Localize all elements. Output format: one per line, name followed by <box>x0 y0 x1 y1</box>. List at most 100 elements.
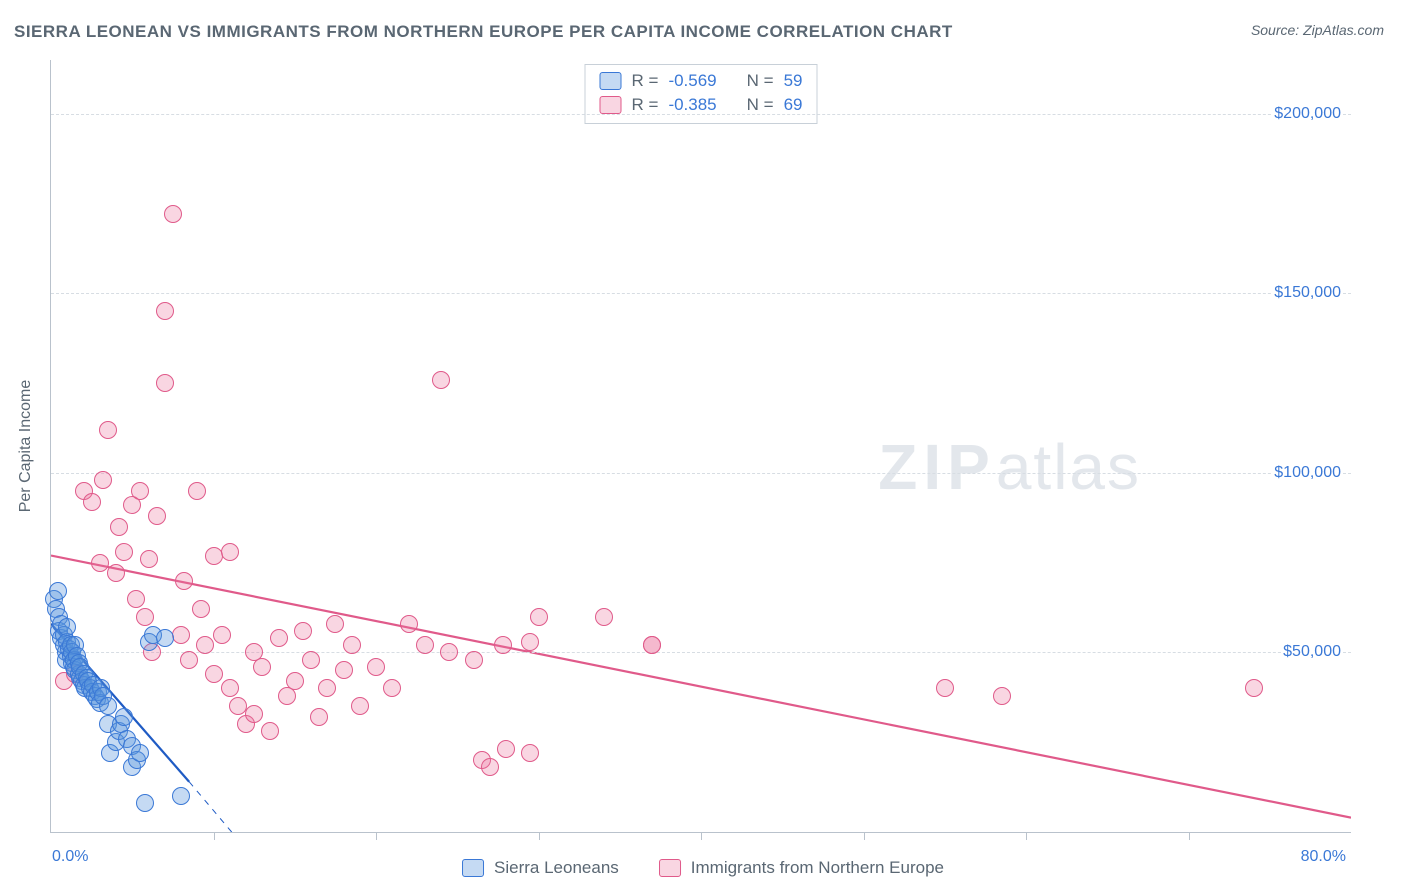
gridline-horizontal <box>51 114 1351 115</box>
x-tick <box>1026 832 1027 840</box>
legend-label: Sierra Leoneans <box>494 858 619 878</box>
scatter-point-pink <box>205 547 223 565</box>
scatter-point-pink <box>172 626 190 644</box>
scatter-point-pink <box>521 744 539 762</box>
stats-legend: R =-0.569N =59R =-0.385N =69 <box>585 64 818 124</box>
scatter-point-blue <box>49 582 67 600</box>
x-tick <box>539 832 540 840</box>
scatter-point-pink <box>91 554 109 572</box>
scatter-point-pink <box>131 482 149 500</box>
scatter-point-pink <box>595 608 613 626</box>
chart-title: SIERRA LEONEAN VS IMMIGRANTS FROM NORTHE… <box>14 22 953 42</box>
scatter-point-pink <box>253 658 271 676</box>
scatter-point-pink <box>643 636 661 654</box>
scatter-point-pink <box>416 636 434 654</box>
scatter-point-pink <box>270 629 288 647</box>
x-tick <box>376 832 377 840</box>
watermark-atlas: atlas <box>996 431 1141 503</box>
legend-item: Sierra Leoneans <box>462 858 619 878</box>
source-attribution: Source: ZipAtlas.com <box>1251 22 1384 38</box>
scatter-point-pink <box>383 679 401 697</box>
y-axis-label: Per Capita Income <box>17 380 35 513</box>
scatter-point-pink <box>192 600 210 618</box>
scatter-point-pink <box>318 679 336 697</box>
scatter-point-pink <box>993 687 1011 705</box>
scatter-point-pink <box>196 636 214 654</box>
scatter-point-pink <box>245 705 263 723</box>
scatter-point-pink <box>110 518 128 536</box>
trend-line <box>51 556 1351 818</box>
scatter-point-pink <box>343 636 361 654</box>
scatter-point-pink <box>326 615 344 633</box>
x-tick <box>701 832 702 840</box>
scatter-point-pink <box>481 758 499 776</box>
x-tick <box>864 832 865 840</box>
scatter-point-pink <box>432 371 450 389</box>
scatter-point-pink <box>1245 679 1263 697</box>
scatter-point-pink <box>530 608 548 626</box>
x-axis-min-label: 0.0% <box>52 848 88 866</box>
scatter-point-blue <box>136 794 154 812</box>
watermark: ZIPatlas <box>878 430 1141 504</box>
scatter-point-pink <box>83 493 101 511</box>
scatter-point-pink <box>221 543 239 561</box>
legend-swatch <box>600 72 622 90</box>
scatter-point-pink <box>205 665 223 683</box>
r-value: -0.569 <box>668 69 716 93</box>
y-tick-label: $100,000 <box>1272 464 1343 482</box>
n-label: N = <box>747 69 774 93</box>
scatter-point-pink <box>94 471 112 489</box>
scatter-point-pink <box>465 651 483 669</box>
scatter-point-pink <box>140 550 158 568</box>
x-axis-max-label: 80.0% <box>1301 848 1346 866</box>
scatter-point-pink <box>440 643 458 661</box>
gridline-horizontal <box>51 473 1351 474</box>
legend-item: Immigrants from Northern Europe <box>659 858 944 878</box>
scatter-point-pink <box>310 708 328 726</box>
scatter-point-pink <box>115 543 133 561</box>
scatter-point-blue <box>172 787 190 805</box>
stats-legend-row: R = -0.569 N = 59 <box>600 69 803 93</box>
scatter-point-pink <box>156 302 174 320</box>
scatter-point-pink <box>351 697 369 715</box>
gridline-horizontal <box>51 293 1351 294</box>
y-tick-label: $150,000 <box>1272 284 1343 302</box>
x-tick <box>1189 832 1190 840</box>
scatter-point-pink <box>497 740 515 758</box>
scatter-point-pink <box>180 651 198 669</box>
plot-area: ZIPatlas R =-0.569N =59R =-0.385N =69 $5… <box>50 60 1351 833</box>
n-value: 59 <box>784 69 803 93</box>
y-tick-label: $50,000 <box>1281 643 1343 661</box>
scatter-point-pink <box>286 672 304 690</box>
x-tick <box>214 832 215 840</box>
scatter-point-pink <box>188 482 206 500</box>
legend-label: Immigrants from Northern Europe <box>691 858 944 878</box>
scatter-point-blue <box>156 629 174 647</box>
watermark-zip: ZIP <box>878 431 996 503</box>
scatter-point-pink <box>99 421 117 439</box>
scatter-point-pink <box>494 636 512 654</box>
scatter-point-pink <box>164 205 182 223</box>
scatter-point-pink <box>400 615 418 633</box>
y-tick-label: $200,000 <box>1272 105 1343 123</box>
scatter-point-pink <box>127 590 145 608</box>
scatter-point-pink <box>136 608 154 626</box>
scatter-point-pink <box>156 374 174 392</box>
scatter-point-pink <box>302 651 320 669</box>
trend-line <box>189 782 265 832</box>
legend-swatch <box>462 859 484 877</box>
scatter-point-blue <box>58 618 76 636</box>
scatter-point-pink <box>107 564 125 582</box>
r-label: R = <box>632 69 659 93</box>
scatter-point-pink <box>294 622 312 640</box>
scatter-point-pink <box>335 661 353 679</box>
series-legend: Sierra Leoneans Immigrants from Northern … <box>456 858 950 878</box>
scatter-point-blue <box>115 708 133 726</box>
legend-swatch <box>659 859 681 877</box>
scatter-point-pink <box>148 507 166 525</box>
scatter-point-pink <box>213 626 231 644</box>
scatter-point-pink <box>521 633 539 651</box>
scatter-point-pink <box>175 572 193 590</box>
scatter-point-blue <box>99 697 117 715</box>
legend-swatch <box>600 96 622 114</box>
